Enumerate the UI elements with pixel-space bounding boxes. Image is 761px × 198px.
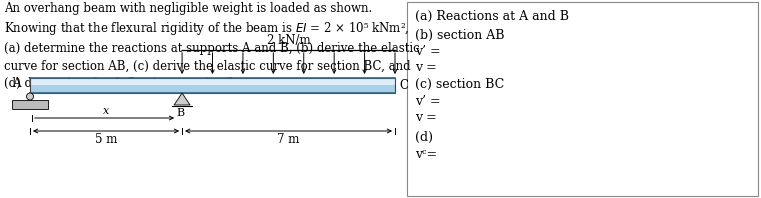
Polygon shape [174,93,190,105]
Text: x: x [103,106,109,116]
Bar [30,85,395,93]
Text: v’ =: v’ = [415,95,441,108]
Text: B: B [176,108,184,118]
Bar [407,2,758,196]
Text: (d): (d) [415,131,433,144]
Text: C: C [399,79,408,92]
Text: A: A [11,77,21,90]
Text: An overhang beam with negligible weight is loaded as shown.
Knowing that the fle: An overhang beam with negligible weight … [4,2,420,90]
Text: v’ =: v’ = [415,45,441,58]
Text: (a) Reactions at A and B: (a) Reactions at A and B [415,10,569,23]
Text: 2 kN/m: 2 kN/m [266,34,310,47]
Bar [30,78,395,85]
Text: (b) section AB: (b) section AB [415,29,505,42]
Text: 7 m: 7 m [277,133,300,146]
Bar [12,100,48,109]
Bar [30,78,395,93]
Circle shape [27,93,33,100]
Text: 5 m: 5 m [95,133,117,146]
Text: vᶜ=: vᶜ= [415,148,437,161]
Text: v =: v = [415,61,437,74]
Text: v =: v = [415,111,437,124]
Text: (c) section BC: (c) section BC [415,78,505,91]
